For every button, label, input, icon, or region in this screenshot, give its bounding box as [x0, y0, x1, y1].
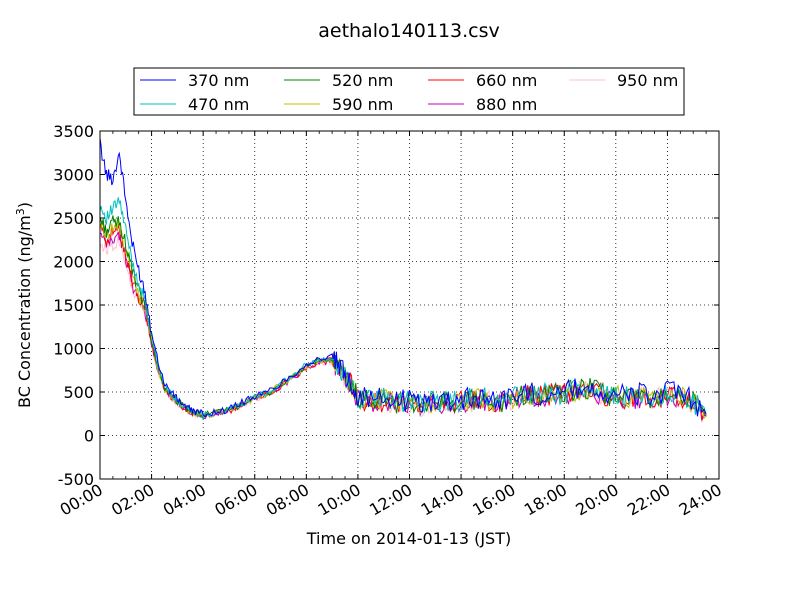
legend-label: 880 nm — [476, 95, 537, 114]
y-tick-label: 500 — [63, 383, 94, 402]
series-line — [99, 197, 707, 420]
series-layer — [99, 138, 707, 423]
x-tick-label: 22:00 — [624, 480, 673, 520]
y-axis-label-main: BC Concentration (ng/m — [15, 215, 34, 408]
x-tick-label: 16:00 — [469, 480, 518, 520]
series-line — [99, 138, 707, 418]
y-tick-label: 2000 — [53, 253, 94, 272]
y-tick-label: 1000 — [53, 340, 94, 359]
x-tick-label: 04:00 — [160, 480, 209, 520]
grid — [100, 131, 719, 479]
legend-label: 520 nm — [332, 71, 393, 90]
ticks — [99, 130, 720, 480]
chart-title: aethalo140113.csv — [318, 20, 500, 42]
x-tick-label: 18:00 — [521, 480, 570, 520]
x-tick-label: 20:00 — [572, 480, 621, 520]
y-tick-label: 3500 — [53, 122, 94, 141]
y-axis-label: BC Concentration (ng/m3) — [14, 202, 34, 408]
y-tick-labels: -500 0 500 1000 1500 2000 2500 3000 3500 — [53, 122, 94, 489]
y-tick-label: 2500 — [53, 209, 94, 228]
legend-label: 950 nm — [617, 71, 678, 90]
legend-box — [133, 67, 685, 116]
x-axis-label: Time on 2014-01-13 (JST) — [306, 529, 511, 548]
y-tick-label: 0 — [84, 427, 94, 446]
x-tick-label: 06:00 — [211, 480, 260, 520]
x-tick-label: 10:00 — [314, 480, 363, 520]
y-axis-label-superscript: 3 — [14, 208, 27, 215]
legend-label: 660 nm — [476, 71, 537, 90]
legend-label: 590 nm — [332, 95, 393, 114]
legend-label: 370 nm — [188, 71, 249, 90]
y-tick-label: 3000 — [53, 166, 94, 185]
x-tick-label: 14:00 — [418, 480, 467, 520]
y-tick-label: -500 — [58, 470, 94, 489]
x-tick-labels: 00:00 02:00 04:00 06:00 08:00 10:00 12:00 14:00… — [57, 480, 725, 520]
series-line — [99, 215, 707, 420]
legend-label: 470 nm — [188, 95, 249, 114]
y-axis-label-end: ) — [15, 202, 34, 208]
y-tick-label: 1500 — [53, 296, 94, 315]
legend: 370 nm 470 nm 520 nm 590 nm 660 nm 880 nm 950 … — [133, 67, 685, 116]
x-tick-label: 12:00 — [366, 480, 415, 520]
x-tick-label: 02:00 — [108, 480, 157, 520]
x-tick-label: 08:00 — [263, 480, 312, 520]
x-tick-label: 24:00 — [676, 480, 725, 520]
